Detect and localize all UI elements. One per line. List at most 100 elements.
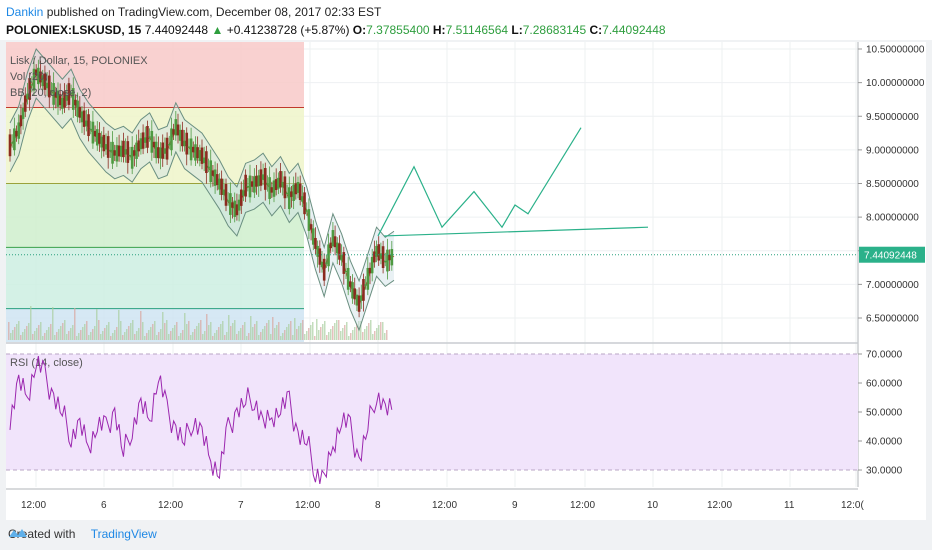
volume-bar (30, 306, 32, 340)
volume-bar (194, 329, 196, 340)
chart-area[interactable]: 10.50000000 10.00000000 9.50000000 9.000000… (6, 42, 926, 520)
candle-body (327, 244, 330, 267)
volume-bar (322, 324, 324, 340)
candle-body (102, 134, 106, 152)
candle-body (74, 99, 77, 106)
volume-bar (310, 325, 312, 340)
volume-bar (84, 324, 86, 340)
candle-body (274, 179, 278, 191)
candle-body (23, 95, 27, 112)
created-with: Created with TradingView (8, 527, 157, 541)
candle-body (259, 169, 263, 186)
author-link[interactable]: Dankin (6, 5, 44, 19)
candle-body (222, 189, 226, 195)
horizontal-ray (383, 226, 649, 237)
time-tick-label: 12:00 (432, 500, 457, 511)
candle-body (379, 253, 383, 259)
candle-body (224, 184, 228, 206)
volume-bar (152, 324, 154, 340)
time-tick-label: 12:00 (158, 500, 183, 511)
volume-bar (78, 333, 80, 340)
volume-bar (8, 322, 10, 340)
volume-bar (108, 322, 110, 340)
time-tick-label: 7 (238, 500, 244, 511)
candle-body (139, 138, 143, 150)
time-tick-label: 12:00 (295, 500, 320, 511)
volume-bar (58, 329, 60, 340)
volume-bar (266, 323, 268, 340)
candle-body (333, 236, 337, 248)
volume-bar (20, 335, 22, 340)
candle-body (244, 174, 247, 197)
volume-bar (70, 328, 72, 340)
volume-bar (344, 325, 346, 340)
candle-body (161, 142, 165, 159)
volume-bar (158, 332, 160, 340)
high-value: 7.51146564 (445, 23, 509, 37)
volume-bar (188, 321, 190, 340)
candle-body (32, 68, 36, 91)
candle-body (65, 95, 69, 101)
volume-bar (284, 330, 286, 340)
candle-body (322, 258, 326, 281)
candle-body (109, 149, 112, 152)
volume-bar (286, 327, 288, 340)
candle-body (207, 166, 210, 168)
time-tick-label: 12:0( (841, 500, 864, 511)
volume-bar (234, 320, 236, 340)
symbol-name: POLONIEX:LSKUSD, 15 (6, 23, 142, 37)
candle-body (357, 295, 361, 312)
volume-bar (348, 336, 350, 340)
candle-body (198, 150, 202, 161)
volume-bar (174, 325, 176, 340)
time-tick-label: 10 (647, 500, 659, 511)
candle-body (143, 137, 147, 143)
candle-body (311, 228, 315, 245)
volume-bar (150, 327, 152, 340)
volume-bar (250, 316, 252, 340)
volume-bar (88, 335, 90, 340)
candle-body (52, 83, 55, 105)
candle-body (316, 245, 319, 257)
volume-bar (226, 332, 228, 340)
candle-body (45, 82, 49, 89)
volume-bar (224, 335, 226, 340)
candle-body (67, 83, 71, 105)
volume-bar (202, 334, 204, 340)
candle-body (294, 183, 298, 195)
candle-body (89, 128, 93, 131)
volume-bar (382, 322, 384, 340)
candle-body (104, 144, 108, 150)
chart-canvas[interactable]: 10.50000000 10.00000000 9.50000000 9.000000… (6, 42, 926, 520)
volume-bar (380, 322, 382, 340)
volume-bar (192, 332, 194, 340)
volume-bar (138, 328, 140, 340)
last-price-tag-label: 7.44092448 (864, 251, 917, 262)
candle-body (349, 281, 352, 287)
price-tick-label: 8.50000000 (866, 179, 919, 190)
volume-bar (362, 332, 364, 340)
candle-body (56, 90, 60, 107)
volume-bar (14, 327, 16, 340)
rsi-tick-label: 30.0000 (866, 466, 903, 477)
candle-body (331, 230, 335, 247)
volume-bar (164, 323, 166, 340)
volume-bar (272, 317, 274, 340)
candle-body (21, 108, 25, 119)
candle-body (146, 126, 149, 148)
candle-body (41, 75, 45, 87)
projection-path (377, 127, 582, 237)
candle-body (176, 124, 180, 136)
candle-body (287, 187, 291, 210)
volume-bar (256, 321, 258, 340)
candle-body (346, 267, 350, 290)
price-tick-label: 9.00000000 (866, 145, 919, 156)
symbol-line: POLONIEX:LSKUSD, 15 7.44092448 ▲ +0.4123… (6, 23, 666, 37)
close-label: C: (589, 23, 603, 37)
tradingview-link[interactable]: TradingView (90, 527, 157, 541)
price-tick-label: 8.00000000 (866, 213, 919, 224)
volume-bar (180, 333, 182, 340)
candle-body (170, 128, 173, 151)
volume-bar (92, 329, 94, 340)
candle-body (303, 192, 306, 215)
